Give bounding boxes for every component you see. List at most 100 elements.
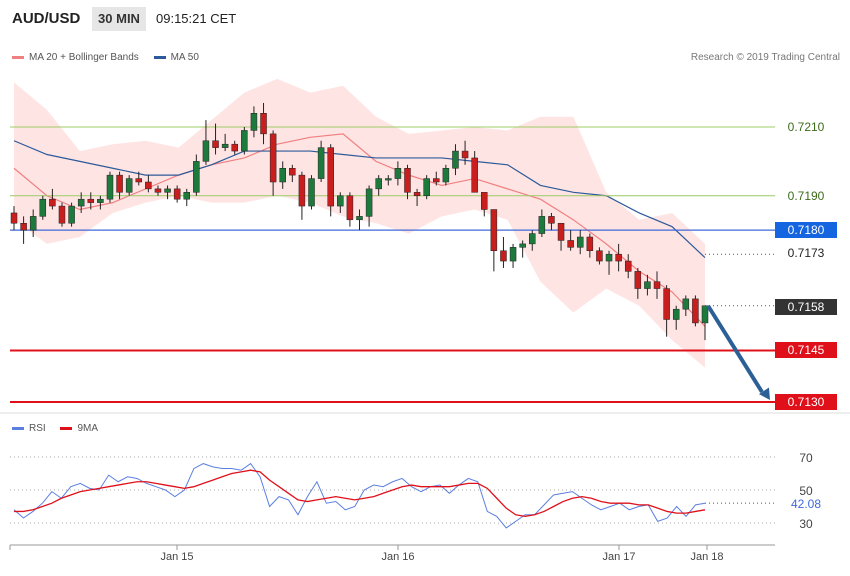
candle-body bbox=[500, 250, 507, 262]
candle-body bbox=[221, 143, 229, 148]
rsi-ma-legend-label: 9MA bbox=[77, 423, 99, 434]
candle-body bbox=[212, 140, 219, 148]
candle-body bbox=[404, 168, 411, 193]
candle-body bbox=[605, 253, 613, 262]
candle-body bbox=[356, 216, 363, 221]
candle-body bbox=[260, 113, 267, 135]
candle-body bbox=[173, 188, 181, 200]
candle-body bbox=[433, 178, 440, 183]
ma50-legend-label: MA 50 bbox=[170, 52, 199, 63]
rsi-tick-70: 70 bbox=[799, 451, 813, 465]
ma50-line bbox=[13, 140, 706, 259]
candle-body bbox=[327, 147, 334, 207]
candle-body bbox=[624, 260, 632, 272]
projection-arrow-head bbox=[758, 387, 770, 400]
candle-body bbox=[567, 240, 574, 248]
credit-text: Research © 2019 Trading Central bbox=[690, 52, 840, 63]
candle-body bbox=[58, 205, 66, 224]
candle-body bbox=[481, 192, 488, 210]
candle-body bbox=[269, 133, 277, 183]
rsi-legend: RSI 9MA bbox=[12, 423, 98, 434]
candle-body bbox=[116, 174, 123, 193]
candle-body bbox=[193, 161, 200, 193]
x-axis-label: Jan 18 bbox=[690, 551, 723, 563]
candle-body bbox=[548, 216, 555, 224]
bollinger-band-area bbox=[14, 78, 705, 368]
level-tag-7130: 0.7130 bbox=[775, 394, 837, 410]
candle-body bbox=[231, 143, 238, 152]
candle-body bbox=[135, 178, 143, 183]
candle-body bbox=[442, 168, 450, 183]
level-tag-7210: 0.7210 bbox=[787, 120, 825, 134]
projection-arrow-shaft bbox=[706, 304, 764, 394]
candle-body bbox=[663, 288, 670, 320]
candle-body bbox=[576, 236, 584, 248]
candle-body bbox=[241, 130, 248, 152]
x-axis-label: Jan 15 bbox=[160, 551, 193, 563]
candle-body bbox=[87, 198, 95, 203]
candle-body bbox=[10, 212, 18, 224]
x-axis-label: Jan 17 bbox=[602, 551, 635, 563]
timeframe-badge[interactable]: 30 MIN bbox=[92, 7, 146, 31]
candle-body bbox=[644, 281, 651, 289]
candle-body bbox=[125, 178, 133, 193]
candle-body bbox=[365, 188, 373, 217]
main-legend: MA 20 + Bollinger Bands MA 50 bbox=[12, 52, 199, 63]
candle-body bbox=[461, 150, 469, 159]
candle-body bbox=[279, 168, 286, 183]
candle-body bbox=[298, 174, 306, 207]
x-axis-label: Jan 16 bbox=[381, 551, 414, 563]
candle-body bbox=[106, 174, 114, 200]
candle-body bbox=[49, 198, 56, 207]
candle-body bbox=[519, 243, 526, 248]
candle-body bbox=[557, 223, 565, 241]
candle-body bbox=[39, 198, 47, 217]
candle-body bbox=[452, 150, 459, 169]
chart-header: AUD/USD 30 MIN 09:15:21 CET bbox=[0, 0, 850, 38]
rsi-current-value: 42.08 bbox=[790, 497, 822, 511]
candle-body bbox=[672, 308, 680, 320]
level-tag-7173: 0.7173 bbox=[787, 246, 825, 260]
candle-body bbox=[692, 298, 699, 324]
candle-body bbox=[29, 216, 37, 231]
candle-body bbox=[471, 157, 478, 193]
candle-body bbox=[615, 253, 622, 262]
level-tag-7190: 0.7190 bbox=[787, 189, 825, 203]
candle-body bbox=[317, 147, 325, 179]
candle-body bbox=[154, 188, 162, 193]
level-tag-7145: 0.7145 bbox=[775, 342, 837, 358]
candle-body bbox=[77, 198, 85, 207]
candle-body bbox=[538, 216, 546, 234]
candle-body bbox=[423, 178, 430, 196]
candle-body bbox=[596, 250, 603, 262]
candle-body bbox=[413, 192, 421, 196]
candle-body bbox=[682, 298, 690, 310]
candle-body bbox=[202, 140, 210, 162]
candle-body bbox=[701, 305, 709, 324]
rsi-legend-label: RSI bbox=[29, 423, 46, 434]
rsi-legend-swatch bbox=[12, 426, 24, 430]
ma20-legend-swatch bbox=[12, 55, 24, 59]
candle-body bbox=[586, 236, 594, 251]
ma50-legend-swatch bbox=[153, 55, 166, 59]
candle-body bbox=[490, 209, 498, 251]
candle-body bbox=[509, 247, 517, 262]
candle-body bbox=[308, 178, 315, 207]
candle-body bbox=[653, 281, 661, 289]
candle-body bbox=[289, 168, 296, 176]
candle-body bbox=[529, 233, 536, 245]
candle-body bbox=[145, 181, 152, 190]
ma20-legend-label: MA 20 + Bollinger Bands bbox=[29, 52, 139, 63]
candle-body bbox=[385, 178, 392, 181]
candle-body bbox=[20, 223, 27, 231]
candle-body bbox=[346, 195, 354, 221]
candle-body bbox=[634, 271, 642, 289]
level-tag-7180: 0.7180 bbox=[775, 222, 837, 238]
candle-body bbox=[375, 178, 382, 190]
rsi-line bbox=[13, 462, 706, 529]
rsi-ma-line bbox=[14, 469, 706, 518]
candle-body bbox=[183, 192, 190, 200]
candle-body bbox=[97, 198, 104, 203]
timestamp: 09:15:21 CET bbox=[156, 11, 237, 26]
